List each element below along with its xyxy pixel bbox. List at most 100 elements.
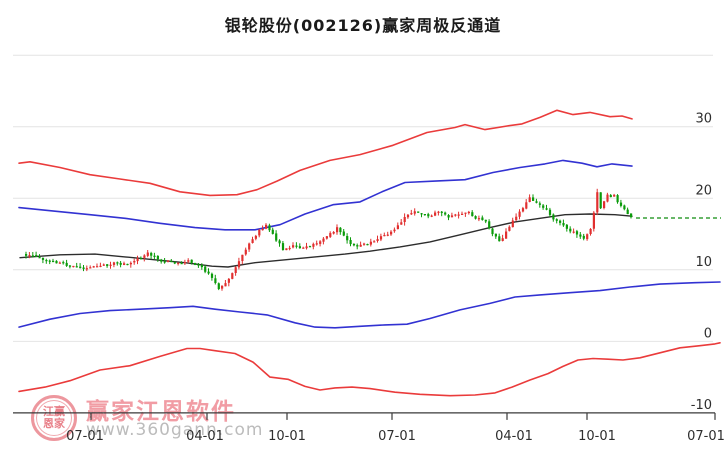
- candle-body: [346, 236, 349, 241]
- candle-body: [609, 195, 612, 198]
- candle-body: [559, 220, 562, 223]
- y-tick-label: 30: [695, 112, 712, 127]
- candle-body: [99, 265, 102, 267]
- candle-body: [62, 262, 65, 264]
- lower-extreme-band: [18, 341, 721, 397]
- candle-body: [423, 214, 426, 216]
- candle-body: [261, 229, 264, 231]
- candle-body: [420, 213, 423, 215]
- candle-body: [582, 235, 585, 239]
- watermark-seal-text-bottom: 恩家: [43, 417, 65, 430]
- candle-body: [315, 243, 318, 245]
- candle-body: [586, 234, 589, 240]
- candle-body: [521, 208, 525, 212]
- candle-body: [112, 262, 116, 265]
- candle-body: [214, 278, 217, 283]
- candle-body: [575, 231, 579, 235]
- candle-body: [528, 197, 531, 202]
- candle-body: [231, 273, 234, 279]
- candle-body: [156, 255, 159, 260]
- candle-body: [454, 214, 457, 216]
- candle-body: [444, 212, 447, 215]
- candle-body: [106, 264, 109, 266]
- mid-line-line: [19, 213, 633, 268]
- candle-body: [298, 246, 301, 249]
- y-tick-label: -10: [691, 398, 712, 413]
- candle-body: [437, 211, 440, 213]
- candle-body: [278, 240, 281, 244]
- candle-body: [153, 255, 156, 257]
- candle-body: [352, 243, 356, 246]
- watermark-url-text: www.360gann.com: [86, 420, 264, 440]
- candle-body: [464, 212, 467, 214]
- candle-body: [285, 248, 288, 251]
- x-tick-label: 10-01: [578, 429, 616, 444]
- candle-body: [572, 231, 575, 233]
- candle-body: [96, 266, 99, 268]
- candle-body: [542, 205, 545, 208]
- gridlines: [13, 54, 713, 342]
- candle-body: [275, 233, 278, 241]
- candle-body: [498, 236, 501, 242]
- candle-body: [363, 243, 366, 245]
- candle-body: [89, 267, 92, 269]
- candle-body: [616, 195, 619, 203]
- watermark-seal-logo: 江赢 恩家: [31, 395, 77, 441]
- candle-body: [623, 205, 626, 210]
- candles: [25, 188, 633, 291]
- candle-body: [373, 241, 376, 243]
- candle-body: [45, 260, 48, 262]
- candle-body: [25, 254, 28, 256]
- candle-body: [41, 257, 45, 260]
- candle-body: [167, 260, 170, 262]
- candle-body: [569, 228, 572, 232]
- candle-body: [237, 261, 241, 268]
- upper-extreme-band-line: [18, 109, 633, 197]
- candle-body: [82, 267, 85, 269]
- candle-body: [481, 217, 484, 220]
- candle-body: [325, 236, 328, 239]
- y-tick-label: 20: [695, 183, 712, 198]
- candle-body: [535, 201, 538, 203]
- candle-body: [143, 255, 146, 258]
- candle-body: [295, 245, 298, 247]
- candle-body: [173, 261, 176, 264]
- candle-body: [329, 233, 332, 237]
- lower-extreme-band-line: [18, 341, 721, 397]
- candle-body: [258, 230, 261, 236]
- candle-body: [376, 239, 379, 241]
- candle-body: [288, 247, 291, 250]
- candle-body: [241, 254, 244, 261]
- candle-body: [339, 227, 342, 233]
- candle-body: [221, 285, 224, 289]
- candle-body: [494, 233, 497, 237]
- candle-body: [200, 265, 203, 268]
- candle-body: [579, 234, 582, 237]
- lower-channel-band-line: [18, 281, 721, 329]
- candle-body: [217, 283, 220, 289]
- candle-body: [72, 265, 75, 268]
- candle-body: [180, 263, 183, 265]
- candle-body: [342, 231, 345, 236]
- candle-body: [390, 231, 393, 235]
- candle-body: [136, 258, 139, 262]
- candle-body: [532, 197, 535, 201]
- candle-body: [251, 239, 254, 243]
- candle-body: [146, 252, 149, 256]
- candle-body: [545, 208, 548, 210]
- candle-body: [471, 212, 474, 216]
- candle-body: [319, 241, 322, 244]
- candle-body: [92, 266, 95, 268]
- candle-body: [177, 262, 180, 264]
- candle-body: [170, 261, 173, 263]
- candle-body: [302, 247, 305, 249]
- candle-body: [292, 245, 295, 248]
- candle-body: [430, 215, 433, 217]
- x-tick-label: 04-01: [186, 429, 224, 444]
- candle-body: [194, 263, 197, 265]
- candle-body: [28, 255, 31, 257]
- candle-body: [565, 224, 568, 229]
- x-tick-label: 07-01: [378, 429, 416, 444]
- candle-body: [55, 260, 58, 264]
- candle-body: [102, 264, 105, 266]
